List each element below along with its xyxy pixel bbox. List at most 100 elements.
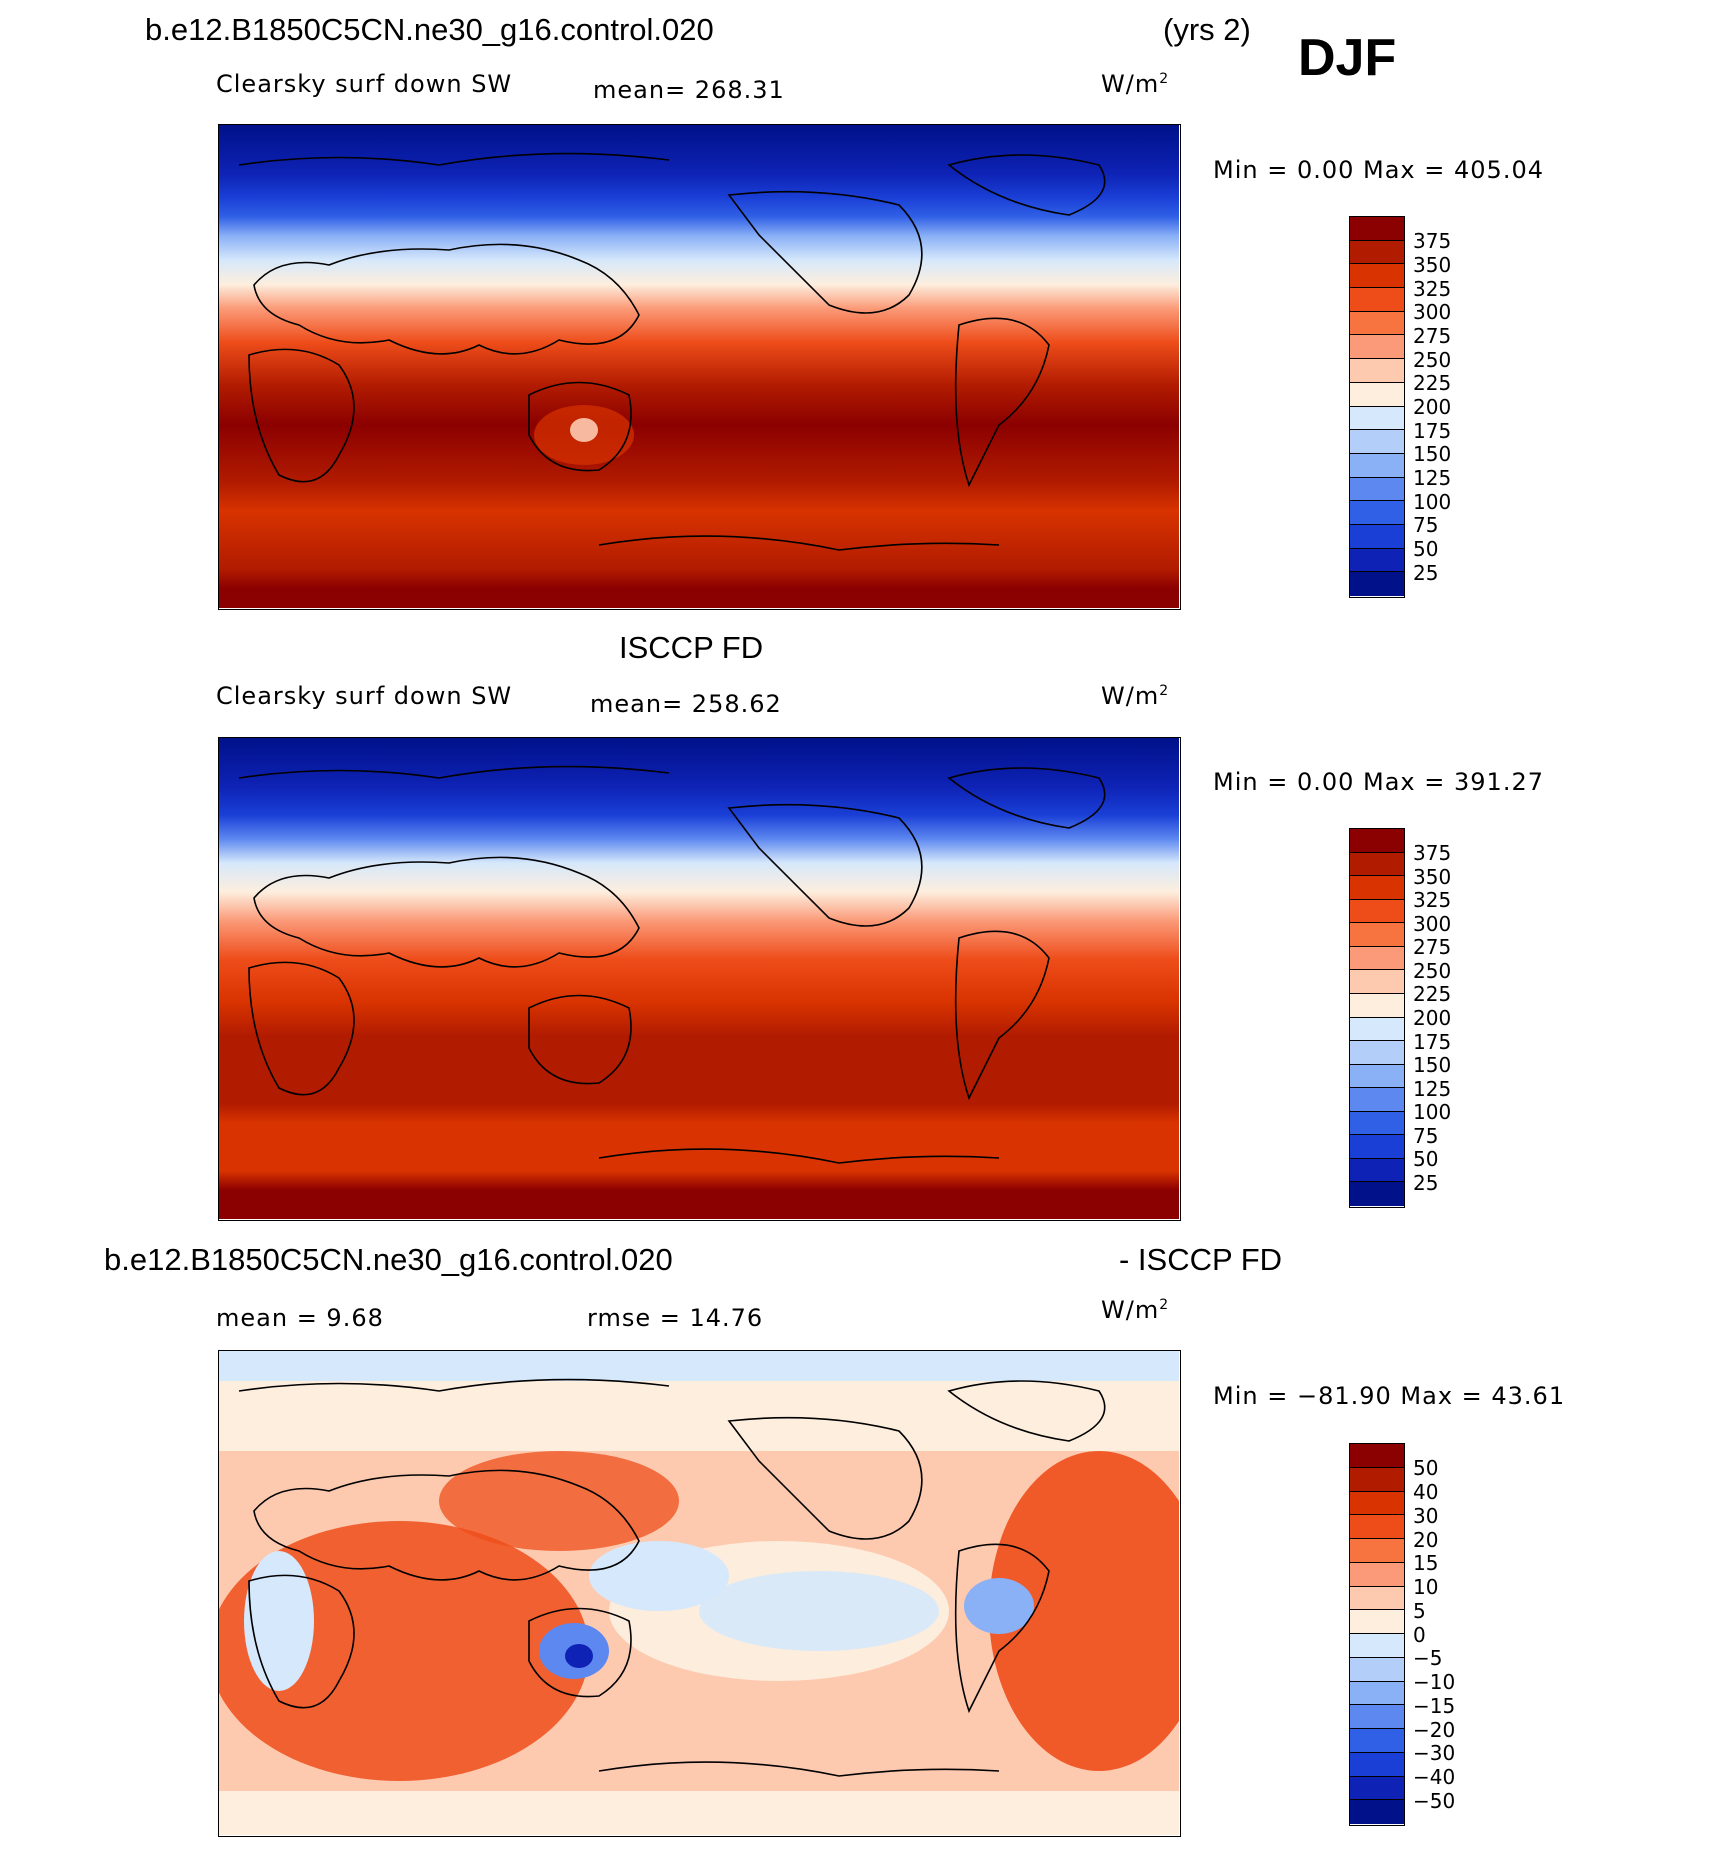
colorbar-tick-label: 0: [1413, 1622, 1426, 1647]
colorbar-swatch: [1350, 1681, 1404, 1706]
case-title: b.e12.B1850C5CN.ne30_g16.control.020: [145, 12, 714, 47]
colorbar-swatch: [1350, 1017, 1404, 1042]
colorbar-swatch: [1350, 1182, 1404, 1206]
obs-colorbar: [1349, 828, 1405, 1208]
colorbar-swatch: [1350, 1752, 1404, 1777]
colorbar-swatch: [1350, 1111, 1404, 1136]
colorbar-swatch: [1350, 1064, 1404, 1089]
colorbar-swatch: [1350, 1657, 1404, 1682]
units-label: W/m2: [1101, 70, 1170, 98]
colorbar-tick-label: 25: [1413, 560, 1439, 585]
colorbar-swatch: [1350, 524, 1404, 549]
colorbar-swatch: [1350, 359, 1404, 383]
colorbar-tick-label: 375: [1413, 229, 1452, 254]
colorbar-swatch: [1350, 852, 1404, 877]
colorbar-swatch: [1350, 1729, 1404, 1753]
colorbar-swatch: [1350, 1515, 1404, 1539]
colorbar-swatch: [1350, 1158, 1404, 1183]
colorbar-tick-label: 300: [1413, 911, 1452, 936]
colorbar-tick-label: 250: [1413, 347, 1452, 372]
diff-title-left: b.e12.B1850C5CN.ne30_g16.control.020: [104, 1242, 673, 1277]
colorbar-tick-label: 50: [1413, 1147, 1439, 1172]
obs-map: [218, 737, 1181, 1221]
colorbar-swatch: [1350, 923, 1404, 947]
model-colorbar: [1349, 216, 1405, 598]
season-label: DJF: [1298, 29, 1397, 87]
minmax-label: Min = 0.00 Max = 405.04: [1213, 156, 1544, 184]
colorbar-swatch: [1350, 970, 1404, 994]
colorbar-tick-label: 40: [1413, 1480, 1439, 1504]
colorbar-swatch: [1350, 548, 1404, 573]
diff-title-right: - ISCCP FD: [1119, 1242, 1283, 1277]
colorbar-tick-label: 125: [1413, 1076, 1452, 1101]
colorbar-swatch: [1350, 288, 1404, 312]
colorbar-swatch: [1350, 406, 1404, 431]
colorbar-tick-label: 30: [1413, 1503, 1439, 1528]
mean-label: mean= 258.62: [590, 690, 782, 718]
colorbar-tick-label: −20: [1413, 1717, 1456, 1742]
colorbar-tick-label: 375: [1413, 841, 1452, 866]
colorbar-tick-label: 100: [1413, 1100, 1452, 1125]
colorbar-swatch: [1350, 1634, 1404, 1658]
colorbar-swatch: [1350, 501, 1404, 525]
colorbar-tick-label: 350: [1413, 864, 1452, 889]
diff-colorbar: [1349, 1443, 1405, 1826]
colorbar-swatch: [1350, 453, 1404, 478]
colorbar-swatch: [1350, 572, 1404, 596]
colorbar-tick-label: 150: [1413, 1053, 1452, 1078]
colorbar-tick-label: −15: [1413, 1693, 1456, 1718]
colorbar-swatch: [1350, 1586, 1404, 1611]
obs-title: ISCCP FD: [619, 630, 764, 665]
colorbar-swatch: [1350, 382, 1404, 407]
colorbar-tick-label: −5: [1413, 1646, 1443, 1671]
colorbar-swatch: [1350, 1610, 1404, 1634]
colorbar-swatch: [1350, 1088, 1404, 1112]
colorbar-tick-label: 200: [1413, 1006, 1452, 1030]
colorbar-tick-label: 50: [1413, 537, 1439, 562]
colorbar-swatch: [1350, 1539, 1404, 1563]
model-map: [218, 124, 1181, 610]
units-label: W/m2: [1101, 1296, 1170, 1324]
diff-map: [218, 1350, 1181, 1837]
colorbar-tick-label: −30: [1413, 1741, 1456, 1766]
colorbar-swatch: [1350, 1800, 1404, 1824]
colorbar-swatch: [1350, 311, 1404, 336]
colorbar-swatch: [1350, 1467, 1404, 1492]
minmax-label: Min = 0.00 Max = 391.27: [1213, 768, 1544, 796]
colorbar-swatch: [1350, 1705, 1404, 1729]
colorbar-tick-label: 250: [1413, 958, 1452, 983]
colorbar-tick-label: 350: [1413, 252, 1452, 277]
colorbar-tick-label: 75: [1413, 1123, 1439, 1148]
colorbar-swatch: [1350, 240, 1404, 265]
colorbar-tick-label: 25: [1413, 1170, 1439, 1195]
colorbar-swatch: [1350, 993, 1404, 1018]
colorbar-tick-label: 5: [1413, 1598, 1426, 1623]
colorbar-tick-label: 275: [1413, 323, 1452, 348]
colorbar-tick-label: −40: [1413, 1765, 1456, 1789]
colorbar-tick-label: 150: [1413, 442, 1452, 467]
colorbar-tick-label: 10: [1413, 1575, 1439, 1599]
colorbar-tick-label: 325: [1413, 888, 1452, 913]
years-label: (yrs 2): [1163, 12, 1251, 47]
colorbar-tick-label: 325: [1413, 276, 1452, 301]
colorbar-tick-label: 175: [1413, 418, 1452, 443]
rmse-label: rmse = 14.76: [587, 1304, 764, 1332]
variable-label: Clearsky surf down SW: [216, 682, 513, 710]
colorbar-swatch: [1350, 1562, 1404, 1587]
colorbar-swatch: [1350, 876, 1404, 900]
colorbar-swatch: [1350, 1041, 1404, 1065]
colorbar-tick-label: 275: [1413, 935, 1452, 960]
colorbar-swatch: [1350, 1776, 1404, 1801]
colorbar-swatch: [1350, 477, 1404, 502]
colorbar-tick-label: 15: [1413, 1551, 1439, 1576]
colorbar-swatch: [1350, 829, 1404, 853]
colorbar-swatch: [1350, 264, 1404, 289]
colorbar-swatch: [1350, 1135, 1404, 1159]
mean-label: mean= 268.31: [593, 76, 785, 104]
colorbar-swatch: [1350, 899, 1404, 924]
colorbar-swatch: [1350, 217, 1404, 241]
colorbar-tick-label: 200: [1413, 395, 1452, 419]
colorbar-swatch: [1350, 335, 1404, 360]
minmax-label: Min = −81.90 Max = 43.61: [1213, 1382, 1566, 1410]
colorbar-tick-label: 225: [1413, 371, 1452, 396]
